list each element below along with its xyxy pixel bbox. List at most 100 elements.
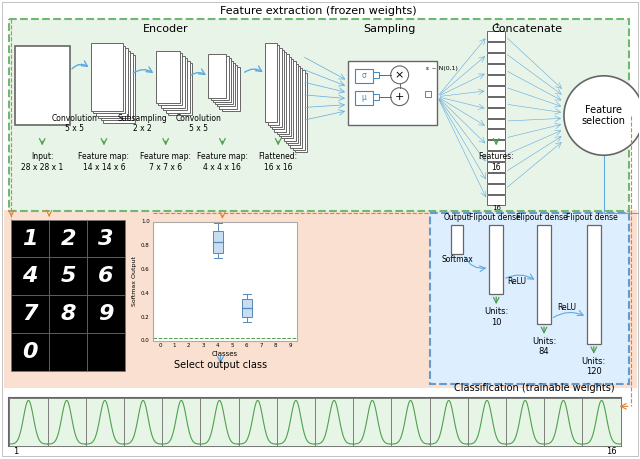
- Text: Units:
120: Units: 120: [582, 357, 606, 376]
- Bar: [101, 53, 133, 121]
- Text: 0.4: 0.4: [141, 291, 150, 296]
- Text: Flipout dense: Flipout dense: [469, 213, 521, 222]
- Text: 2: 2: [187, 343, 191, 348]
- Bar: [211, 56, 228, 100]
- Text: Flipout dense: Flipout dense: [516, 213, 568, 222]
- Bar: [215, 61, 233, 104]
- Bar: [487, 97, 505, 106]
- Bar: [49, 295, 87, 333]
- Bar: [279, 57, 291, 136]
- Bar: [487, 42, 505, 52]
- Bar: [87, 333, 125, 370]
- Text: 5: 5: [60, 266, 76, 286]
- Bar: [91, 43, 123, 111]
- Bar: [241, 299, 252, 317]
- Bar: [429, 213, 628, 384]
- Text: 0.8: 0.8: [141, 243, 150, 248]
- Bar: [99, 50, 131, 118]
- Bar: [220, 65, 237, 109]
- Bar: [87, 220, 125, 257]
- Bar: [315, 398, 353, 446]
- Text: ε ~ N(0,1): ε ~ N(0,1): [426, 67, 458, 72]
- Text: σ: σ: [362, 71, 366, 80]
- Bar: [10, 398, 47, 446]
- Bar: [372, 72, 379, 78]
- Text: 0: 0: [158, 343, 162, 348]
- Text: Feature extraction (frozen weights): Feature extraction (frozen weights): [220, 6, 417, 17]
- Text: 4: 4: [216, 343, 220, 348]
- Bar: [166, 61, 189, 112]
- Bar: [353, 398, 392, 446]
- Bar: [209, 54, 227, 98]
- Bar: [487, 140, 505, 150]
- Text: 6: 6: [98, 266, 114, 286]
- Text: Subsampling
2 x 2: Subsampling 2 x 2: [118, 114, 168, 133]
- Bar: [270, 48, 282, 127]
- Bar: [87, 295, 125, 333]
- Text: Feature map:
4 x 4 x 16: Feature map: 4 x 4 x 16: [197, 152, 248, 172]
- Text: 7: 7: [22, 304, 38, 324]
- Text: Softmax: Softmax: [442, 255, 473, 264]
- Bar: [292, 71, 305, 150]
- Text: Output: Output: [444, 213, 471, 222]
- Bar: [487, 162, 505, 172]
- Bar: [355, 91, 372, 105]
- Text: 1: 1: [22, 229, 38, 249]
- Bar: [93, 45, 125, 113]
- Bar: [487, 107, 505, 118]
- Text: 8: 8: [60, 304, 76, 324]
- Text: 4: 4: [22, 266, 38, 286]
- Bar: [212, 231, 223, 253]
- Bar: [12, 295, 49, 333]
- Bar: [221, 67, 239, 111]
- Text: ReLU: ReLU: [557, 302, 577, 312]
- Text: 9: 9: [288, 343, 292, 348]
- Bar: [162, 398, 200, 446]
- Bar: [295, 73, 307, 152]
- Bar: [506, 398, 544, 446]
- Text: Softmax Output: Softmax Output: [132, 256, 138, 306]
- Bar: [399, 91, 406, 97]
- Bar: [451, 225, 463, 254]
- Text: Convolution
5 x 5: Convolution 5 x 5: [51, 114, 97, 133]
- Bar: [104, 56, 135, 123]
- Bar: [284, 62, 296, 141]
- Bar: [277, 398, 315, 446]
- Text: Select output class: Select output class: [174, 360, 267, 369]
- Bar: [49, 220, 87, 257]
- Bar: [487, 195, 505, 205]
- Text: 0: 0: [22, 342, 38, 362]
- Text: 3: 3: [98, 229, 114, 249]
- Bar: [124, 398, 162, 446]
- Bar: [487, 64, 505, 74]
- Bar: [587, 225, 601, 344]
- Text: ×: ×: [395, 70, 404, 80]
- Bar: [239, 398, 277, 446]
- Text: Concatenate: Concatenate: [492, 24, 563, 34]
- Bar: [487, 173, 505, 183]
- Text: Feature map:
7 x 7 x 6: Feature map: 7 x 7 x 6: [140, 152, 191, 172]
- Text: Classes: Classes: [212, 351, 238, 357]
- Bar: [158, 54, 182, 105]
- Text: μ: μ: [362, 93, 366, 102]
- Text: 1.0: 1.0: [141, 219, 150, 224]
- Text: Flattened:
16 x 16: Flattened: 16 x 16: [259, 152, 298, 172]
- Bar: [487, 53, 505, 63]
- Bar: [49, 333, 87, 370]
- Circle shape: [564, 76, 640, 155]
- Bar: [156, 51, 180, 103]
- Text: 5: 5: [230, 343, 234, 348]
- Bar: [288, 66, 300, 146]
- Text: 0.0: 0.0: [141, 338, 150, 343]
- Bar: [582, 398, 621, 446]
- Bar: [487, 31, 505, 41]
- Bar: [392, 398, 429, 446]
- Bar: [489, 225, 503, 294]
- Bar: [355, 69, 372, 83]
- Bar: [161, 56, 184, 107]
- Text: Units:
84: Units: 84: [532, 337, 556, 357]
- Bar: [291, 68, 302, 148]
- Text: 2: 2: [60, 229, 76, 249]
- Text: 0.6: 0.6: [141, 267, 150, 272]
- Bar: [12, 257, 49, 295]
